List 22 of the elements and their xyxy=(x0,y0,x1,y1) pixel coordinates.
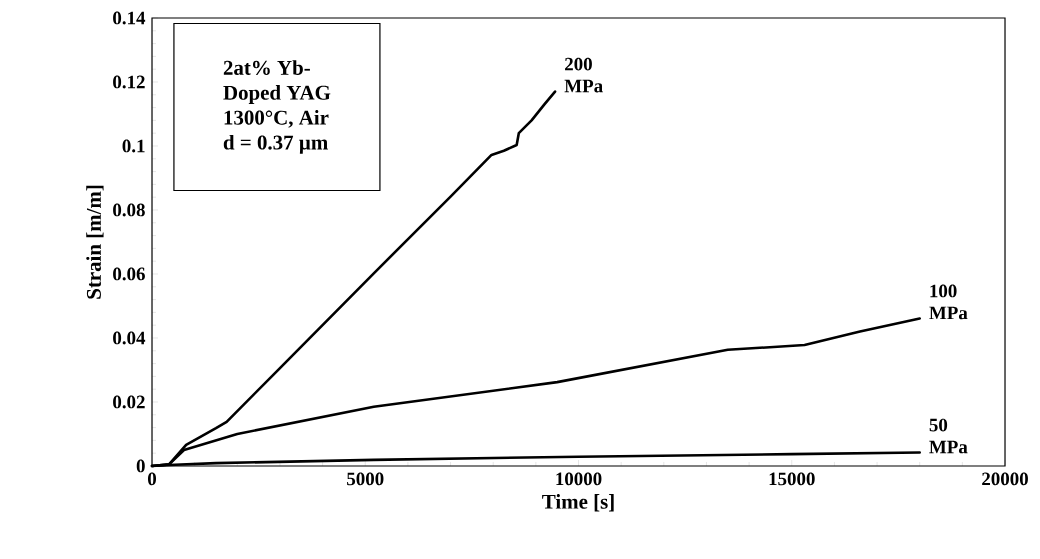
annotation: 1300°C, Air xyxy=(224,109,329,128)
series-label: 50 MPa xyxy=(929,418,968,454)
y-tick-label: 0.08 xyxy=(113,203,145,217)
series-label: 100 MPa xyxy=(929,284,968,320)
y-tick-label: 0.14 xyxy=(113,11,146,25)
x-axis-title: Time [s] xyxy=(542,494,614,512)
y-tick-label: 0.04 xyxy=(113,331,146,345)
series-label: 200 MPa xyxy=(564,57,603,93)
annotation: d = 0.37 µm xyxy=(223,134,328,154)
annotation: 2at% Yb- xyxy=(223,60,310,75)
y-axis-title: Strain [m/m] xyxy=(86,185,104,299)
x-tick-label: 15000 xyxy=(769,472,815,486)
x-tick-label: 10000 xyxy=(556,472,602,486)
y-tick-label: 0.02 xyxy=(113,395,145,409)
y-tick-label: 0 xyxy=(136,459,145,473)
y-tick-label: 0.12 xyxy=(113,75,145,89)
y-tick-label: 0.06 xyxy=(113,267,145,281)
x-tick-label: 0 xyxy=(148,472,157,486)
x-tick-label: 20000 xyxy=(982,472,1028,486)
x-tick-label: 5000 xyxy=(347,472,384,486)
annotation: Doped YAG xyxy=(223,85,331,105)
y-tick-label: 0.1 xyxy=(122,139,145,153)
